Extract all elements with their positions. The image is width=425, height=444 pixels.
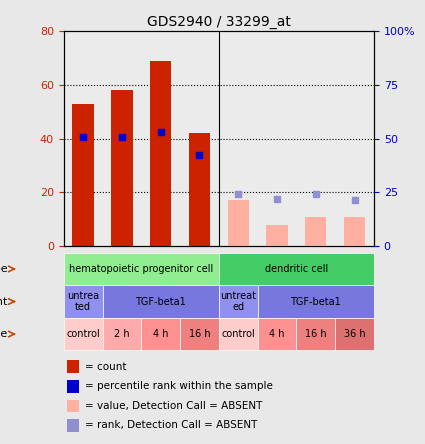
Bar	[102, 31, 141, 246]
FancyBboxPatch shape	[141, 318, 180, 350]
Text: control: control	[221, 329, 255, 339]
Bar	[189, 133, 210, 246]
Bar	[219, 31, 258, 246]
Bar	[258, 31, 296, 246]
Bar	[111, 90, 133, 246]
Text: 16 h: 16 h	[189, 329, 210, 339]
FancyBboxPatch shape	[180, 318, 219, 350]
Text: cell type: cell type	[0, 264, 8, 274]
Bar	[67, 361, 79, 373]
Text: time: time	[0, 329, 8, 339]
FancyBboxPatch shape	[102, 285, 219, 318]
Bar	[266, 225, 288, 246]
Text: 2 h: 2 h	[114, 329, 130, 339]
Text: untreat
ed: untreat ed	[220, 291, 256, 312]
Text: TGF-beta1: TGF-beta1	[135, 297, 186, 306]
FancyBboxPatch shape	[219, 285, 258, 318]
Bar	[73, 103, 94, 246]
Bar	[64, 31, 102, 246]
Bar	[335, 31, 374, 246]
Bar	[67, 380, 79, 392]
Bar	[228, 200, 249, 246]
Text: dendritic cell: dendritic cell	[265, 264, 328, 274]
FancyBboxPatch shape	[258, 318, 296, 350]
FancyBboxPatch shape	[64, 318, 102, 350]
Text: 36 h: 36 h	[344, 329, 366, 339]
Text: 4 h: 4 h	[153, 329, 168, 339]
Bar	[180, 31, 219, 246]
Text: 16 h: 16 h	[305, 329, 327, 339]
Bar	[67, 400, 79, 412]
Text: control: control	[66, 329, 100, 339]
Bar	[150, 61, 171, 246]
FancyBboxPatch shape	[258, 285, 374, 318]
FancyBboxPatch shape	[64, 285, 102, 318]
Text: agent: agent	[0, 297, 8, 306]
Text: hematopoietic progenitor cell: hematopoietic progenitor cell	[69, 264, 213, 274]
Text: = value, Detection Call = ABSENT: = value, Detection Call = ABSENT	[85, 401, 263, 411]
Text: = percentile rank within the sample: = percentile rank within the sample	[85, 381, 273, 391]
FancyBboxPatch shape	[219, 318, 258, 350]
Bar	[141, 31, 180, 246]
Bar	[344, 217, 365, 246]
FancyBboxPatch shape	[296, 318, 335, 350]
FancyBboxPatch shape	[335, 318, 374, 350]
FancyBboxPatch shape	[219, 253, 374, 285]
Text: = count: = count	[85, 362, 127, 372]
Text: TGF-beta1: TGF-beta1	[290, 297, 341, 306]
Text: untrea
ted: untrea ted	[67, 291, 99, 312]
Title: GDS2940 / 33299_at: GDS2940 / 33299_at	[147, 15, 291, 29]
Text: = rank, Detection Call = ABSENT: = rank, Detection Call = ABSENT	[85, 420, 258, 430]
Bar	[305, 217, 326, 246]
Bar	[67, 419, 79, 432]
FancyBboxPatch shape	[102, 318, 141, 350]
FancyBboxPatch shape	[64, 253, 219, 285]
Bar	[296, 31, 335, 246]
Text: 4 h: 4 h	[269, 329, 285, 339]
